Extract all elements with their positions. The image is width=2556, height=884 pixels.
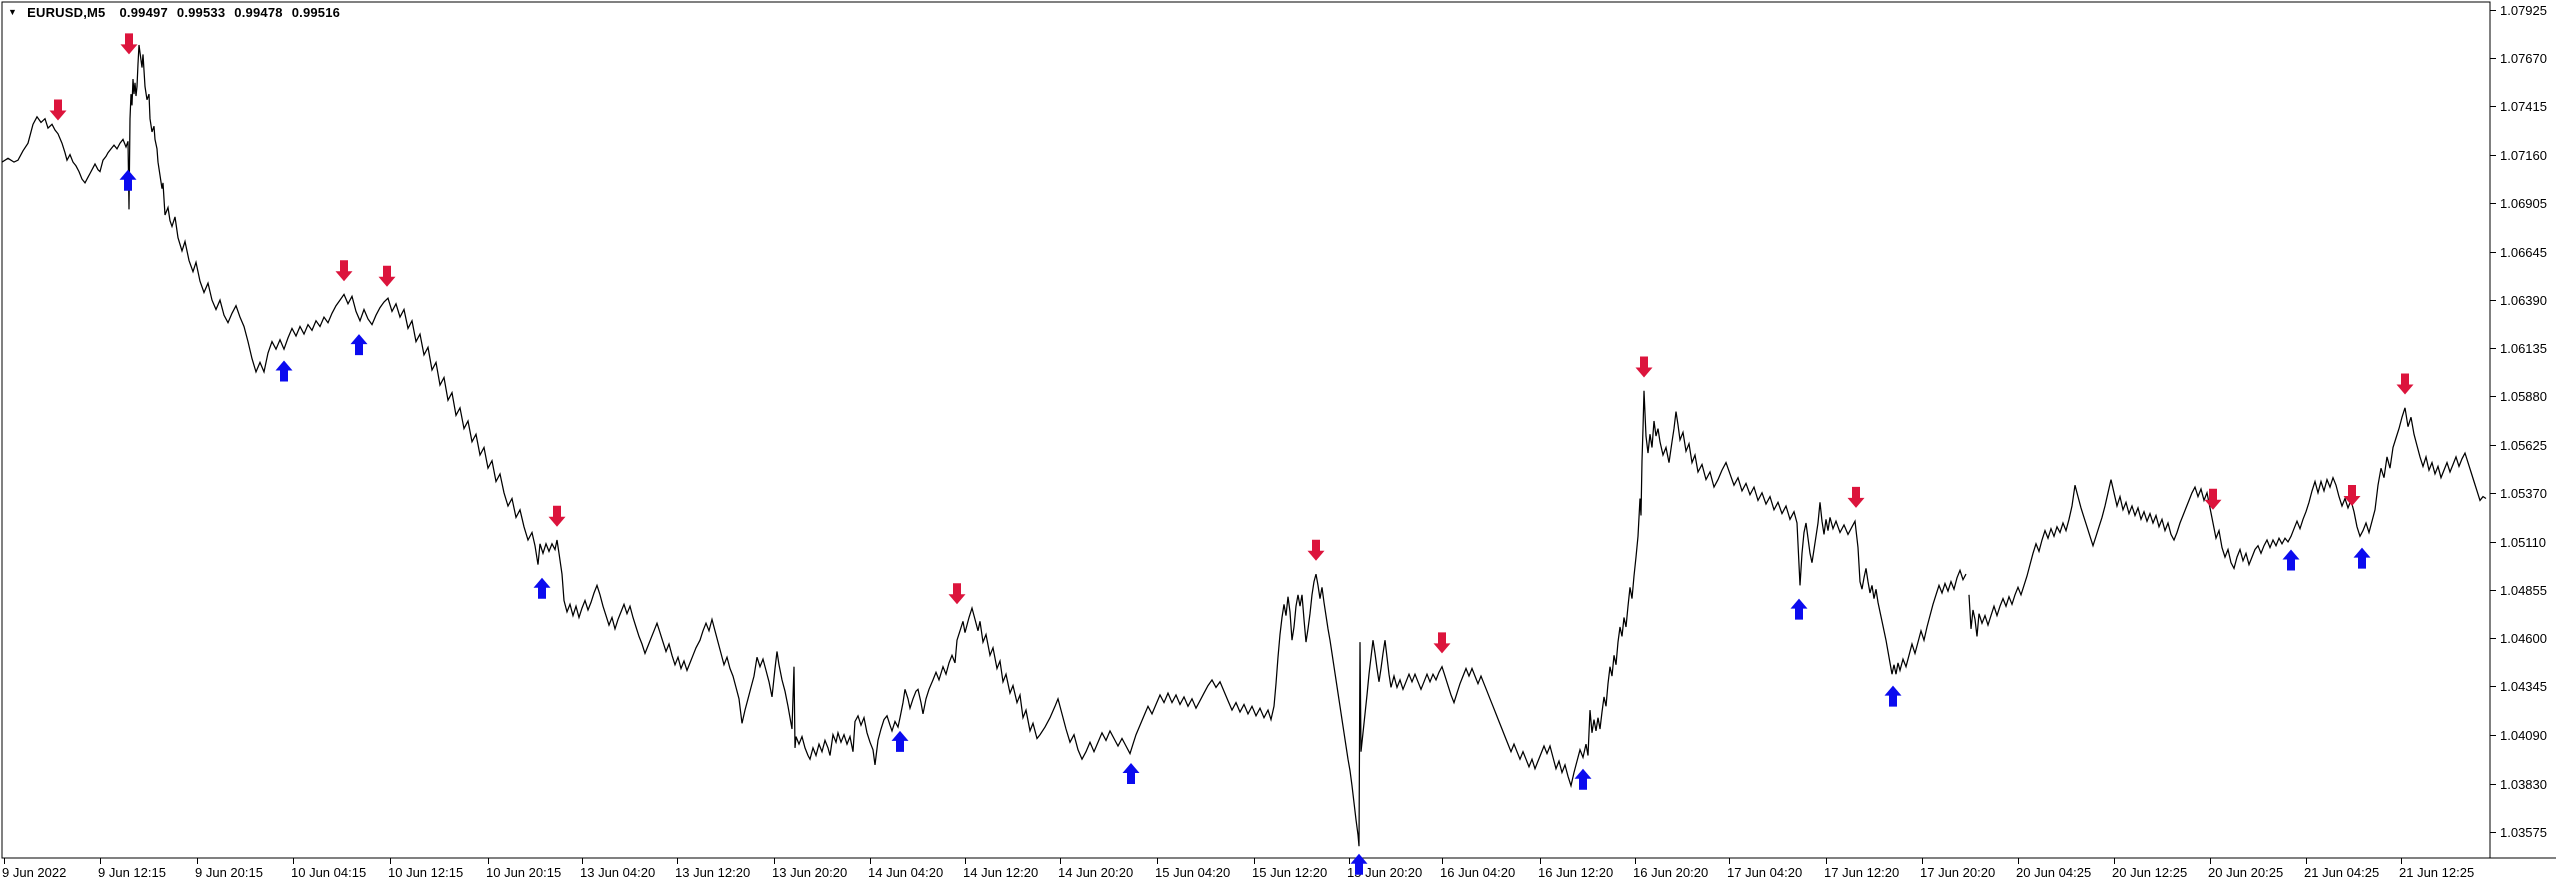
time-axis-label[interactable]: 9 Jun 2022 [2,865,66,880]
price-axis-label[interactable]: 1.07925 [2500,3,2547,18]
time-axis-label[interactable]: 15 Jun 12:20 [1252,865,1327,880]
time-axis-label[interactable]: 13 Jun 20:20 [772,865,847,880]
symbol-dropdown-icon[interactable]: ▼ [8,7,18,17]
price-axis-label[interactable]: 1.06135 [2500,341,2547,356]
time-axis-label[interactable]: 15 Jun 04:20 [1155,865,1230,880]
time-axis-label[interactable]: 10 Jun 12:15 [388,865,463,880]
time-axis-label[interactable]: 9 Jun 12:15 [98,865,166,880]
sell-arrow-icon [948,583,966,605]
time-axis-label[interactable]: 20 Jun 20:25 [2208,865,2283,880]
time-axis-label[interactable]: 10 Jun 20:15 [486,865,561,880]
time-axis-label[interactable]: 21 Jun 12:25 [2399,865,2474,880]
sell-arrow-icon [1635,356,1653,378]
buy-arrow-icon [1884,685,1902,707]
time-axis-label[interactable]: 15 Jun 20:20 [1347,865,1422,880]
buy-arrow-icon [891,730,909,752]
price-axis-label[interactable]: 1.04345 [2500,679,2547,694]
chart-header: ▼ EURUSD,M5 0.99497 0.99533 0.99478 0.99… [8,5,349,20]
time-axis-label[interactable]: 14 Jun 20:20 [1058,865,1133,880]
sell-arrow-icon [2204,488,2222,510]
price-axis-label[interactable]: 1.06905 [2500,196,2547,211]
quote-low: 0.99478 [234,5,283,20]
quote-open: 0.99497 [119,5,168,20]
time-axis-label[interactable]: 16 Jun 04:20 [1440,865,1515,880]
sell-arrow-icon [335,260,353,282]
buy-arrow-icon [1574,768,1592,790]
time-axis-label[interactable]: 16 Jun 20:20 [1633,865,1708,880]
sell-arrow-icon [1847,486,1865,508]
buy-arrow-icon [1122,763,1140,784]
time-axis-label[interactable]: 17 Jun 20:20 [1920,865,1995,880]
time-axis-label[interactable]: 21 Jun 04:25 [2304,865,2379,880]
price-axis-label[interactable]: 1.04855 [2500,583,2547,598]
symbol-timeframe-label: EURUSD,M5 [27,5,106,20]
sell-arrow-icon [2396,373,2414,395]
sell-arrow-icon [548,505,566,527]
price-axis-label[interactable]: 1.04090 [2500,728,2547,743]
plot-area-border [1,1,2491,859]
price-axis-label[interactable]: 1.06390 [2500,293,2547,308]
time-axis-label[interactable]: 10 Jun 04:15 [291,865,366,880]
price-axis-label[interactable]: 1.07415 [2500,99,2547,114]
time-axis-label[interactable]: 16 Jun 12:20 [1538,865,1613,880]
time-axis-label[interactable]: 17 Jun 12:20 [1824,865,1899,880]
time-axis-label[interactable]: 20 Jun 04:25 [2016,865,2091,880]
price-axis-label[interactable]: 1.03830 [2500,777,2547,792]
time-axis-label[interactable]: 14 Jun 12:20 [963,865,1038,880]
price-axis-label[interactable]: 1.06645 [2500,245,2547,260]
time-axis-label[interactable]: 17 Jun 04:20 [1727,865,1802,880]
price-line [1968,407,2487,637]
price-line [1,44,1967,847]
buy-arrow-icon [275,360,293,382]
price-axis-label[interactable]: 1.04600 [2500,631,2547,646]
buy-arrow-icon [2353,547,2371,569]
time-axis-label[interactable]: 9 Jun 20:15 [195,865,263,880]
sell-arrow-icon [49,99,67,121]
sell-arrow-icon [2343,485,2361,506]
price-axis-label[interactable]: 1.03575 [2500,825,2547,840]
time-axis-label[interactable]: 20 Jun 12:25 [2112,865,2187,880]
price-axis-label[interactable]: 1.05370 [2500,486,2547,501]
buy-arrow-icon [533,577,551,599]
quote-high: 0.99533 [176,5,226,20]
price-axis-label[interactable]: 1.05625 [2500,438,2547,453]
buy-arrow-icon [1790,598,1808,620]
price-axis-label[interactable]: 1.07670 [2500,51,2547,66]
sell-arrow-icon [120,33,138,55]
price-axis-label[interactable]: 1.05110 [2500,535,2546,550]
price-axis-label[interactable]: 1.07160 [2500,148,2547,163]
time-axis-label[interactable]: 13 Jun 12:20 [675,865,750,880]
price-axis-label[interactable]: 1.05880 [2500,389,2547,404]
time-axis-label[interactable]: 13 Jun 04:20 [580,865,655,880]
sell-arrow-icon [1307,539,1325,561]
time-axis-label[interactable]: 14 Jun 04:20 [868,865,943,880]
sell-arrow-icon [1433,632,1451,654]
quote-close: 0.99516 [291,5,341,20]
buy-arrow-icon [350,334,368,356]
buy-arrow-icon [119,169,137,191]
sell-arrow-icon [378,265,396,287]
buy-arrow-icon [1350,853,1368,875]
buy-arrow-icon [2282,549,2300,571]
